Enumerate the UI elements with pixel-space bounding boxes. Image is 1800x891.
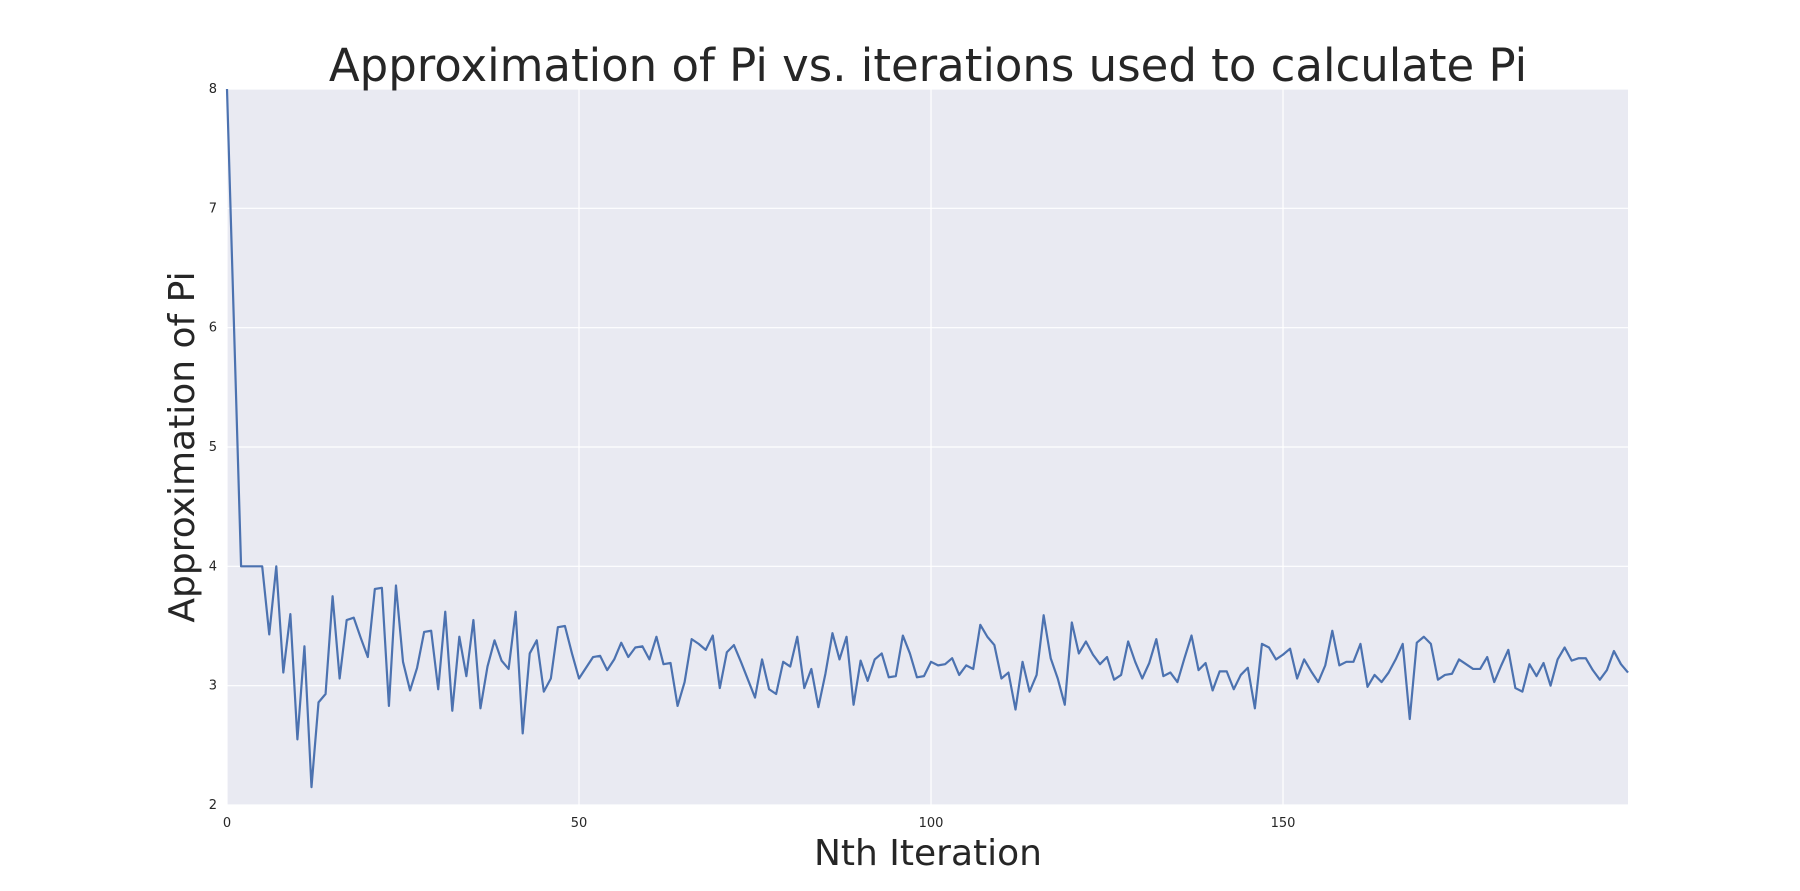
y-tick-label: 6: [209, 321, 217, 336]
y-axis-ticks: 2 3 4 5 6 7 8: [209, 82, 217, 813]
y-axis-label: Approximation of Pi: [162, 271, 203, 622]
chart-title: Approximation of Pi vs. iterations used …: [329, 39, 1527, 92]
x-axis-ticks: 0 50 100 150: [223, 816, 1296, 831]
x-tick-label: 0: [223, 816, 231, 831]
y-tick-label: 5: [209, 440, 217, 455]
series-line: [225, 88, 1629, 789]
x-tick-label: 100: [919, 816, 944, 831]
x-axis-label: Nth Iteration: [814, 833, 1042, 874]
series-layer: [225, 88, 1629, 789]
grid-lines: [226, 88, 1628, 806]
y-tick-label: 2: [209, 798, 217, 813]
y-tick-label: 3: [209, 679, 217, 694]
y-tick-label: 7: [209, 201, 217, 216]
y-tick-label: 4: [209, 559, 217, 574]
x-tick-label: 150: [1271, 816, 1296, 831]
x-tick-label: 50: [571, 816, 588, 831]
y-tick-label: 8: [209, 82, 217, 97]
